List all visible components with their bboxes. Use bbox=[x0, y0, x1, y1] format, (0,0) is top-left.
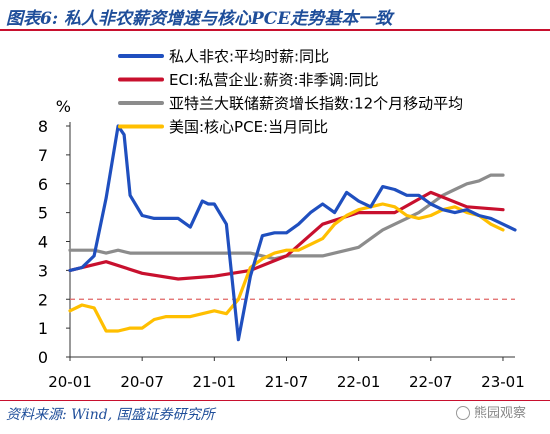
series-line-4 bbox=[68, 202, 505, 333]
source-note: 资料来源: Wind, 国盛证券研究所 bbox=[6, 407, 215, 423]
legend-label-2: ECI:私营企业:薪资:非季调:同比 bbox=[169, 71, 379, 89]
x-tick-label: 20-07 bbox=[120, 373, 164, 391]
legend-label-4: 美国:核心PCE:当月同比 bbox=[169, 118, 328, 136]
x-tick-label: 23-01 bbox=[481, 373, 525, 391]
y-tick-label: 4 bbox=[38, 233, 48, 252]
x-tick-label: 21-07 bbox=[265, 373, 309, 391]
watermark-text: 熊园观察 bbox=[474, 406, 527, 421]
series-line-1 bbox=[68, 124, 517, 342]
chart-area: 0 1 2 3 4 5 6 7 8% 20-01 20-07 21-01 21-07 22-01 22-07… bbox=[0, 32, 550, 396]
figure-header: 图表6: 私人非农薪资增速与核心PCE走势基本一致 bbox=[0, 0, 550, 29]
y-tick-label: 8 bbox=[38, 117, 48, 136]
y-tick-label: 0 bbox=[38, 348, 48, 367]
line-chart: 0 1 2 3 4 5 6 7 8% 20-01 20-07 21-01 21-07 22-01 22-07… bbox=[38, 48, 525, 392]
y-tick-label: 7 bbox=[38, 146, 48, 165]
y-tick-label: 6 bbox=[38, 175, 48, 194]
series-line-2 bbox=[68, 190, 505, 281]
x-tick-label: 22-01 bbox=[337, 373, 381, 391]
legend-label-1: 私人非农:平均时薪:同比 bbox=[169, 48, 329, 66]
series-line-3 bbox=[68, 173, 505, 261]
title-divider bbox=[0, 29, 550, 31]
legend-label-3: 亚特兰大联储薪资增长指数:12个月移动平均 bbox=[169, 95, 463, 113]
y-axis-label: % bbox=[56, 97, 71, 116]
x-tick-label: 20-01 bbox=[48, 373, 92, 391]
y-tick-label: 2 bbox=[38, 290, 48, 309]
x-tick-label: 21-01 bbox=[193, 373, 237, 391]
x-tick-label: 22-07 bbox=[409, 373, 453, 391]
y-tick-label: 1 bbox=[38, 319, 48, 338]
y-tick-label: 5 bbox=[38, 204, 48, 223]
y-tick-label: 3 bbox=[38, 261, 48, 280]
figure-title: 图表6: 私人非农薪资增速与核心PCE走势基本一致 bbox=[6, 9, 393, 29]
source-divider bbox=[0, 400, 550, 401]
watermark: 熊园观察 bbox=[456, 402, 526, 421]
wechat-icon bbox=[456, 406, 470, 420]
